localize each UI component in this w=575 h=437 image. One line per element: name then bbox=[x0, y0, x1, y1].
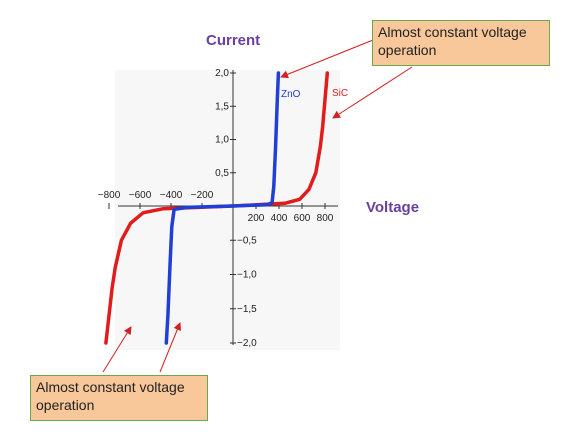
y-tick-label: −0,5 bbox=[237, 235, 257, 246]
arrow-bottom-zno bbox=[159, 322, 182, 373]
x-tick-label: −800 bbox=[98, 190, 121, 201]
x-tick-label: −600 bbox=[129, 190, 152, 201]
x-tick-label: 600 bbox=[294, 213, 311, 224]
x-tick-label: 400 bbox=[271, 213, 288, 224]
y-tick-label: 1,5 bbox=[215, 101, 229, 112]
y-tick-label: 2,0 bbox=[215, 68, 229, 79]
series-line-zno bbox=[164, 71, 281, 345]
arrow-top-zno bbox=[280, 39, 374, 79]
x-tick-label: −400 bbox=[160, 190, 183, 201]
y-ticks: 2,0 1,5 1,0 0,5 −0,5 −1,0 −1,5 −2,0 bbox=[215, 68, 257, 349]
x-tick-label: 800 bbox=[317, 213, 334, 224]
series-layer bbox=[104, 71, 330, 345]
series-label-zno: ZnO bbox=[281, 89, 301, 100]
y-tick-label: 0,5 bbox=[215, 168, 229, 179]
arrow-top-sic bbox=[332, 66, 413, 119]
x-axis-title: Voltage bbox=[366, 199, 420, 216]
callout-top: Almost constant voltage operation bbox=[372, 20, 550, 66]
arrow-bottom-sic bbox=[102, 326, 132, 373]
x-tick-label: −200 bbox=[191, 190, 214, 201]
y-tick-label: −1,0 bbox=[237, 270, 257, 281]
y-axis-title: Current bbox=[206, 32, 261, 49]
x-tick-label: 200 bbox=[248, 213, 265, 224]
x-ticks: 200 400 600 800 −800 −600 −400 −200 bbox=[98, 190, 334, 224]
y-tick-label: −1,5 bbox=[237, 304, 257, 315]
series-label-sic: SiC bbox=[332, 88, 348, 99]
callout-bottom: Almost constant voltage operation bbox=[30, 375, 208, 421]
y-tick-label: −2,0 bbox=[237, 338, 257, 349]
y-tick-label: 1,0 bbox=[215, 135, 229, 146]
